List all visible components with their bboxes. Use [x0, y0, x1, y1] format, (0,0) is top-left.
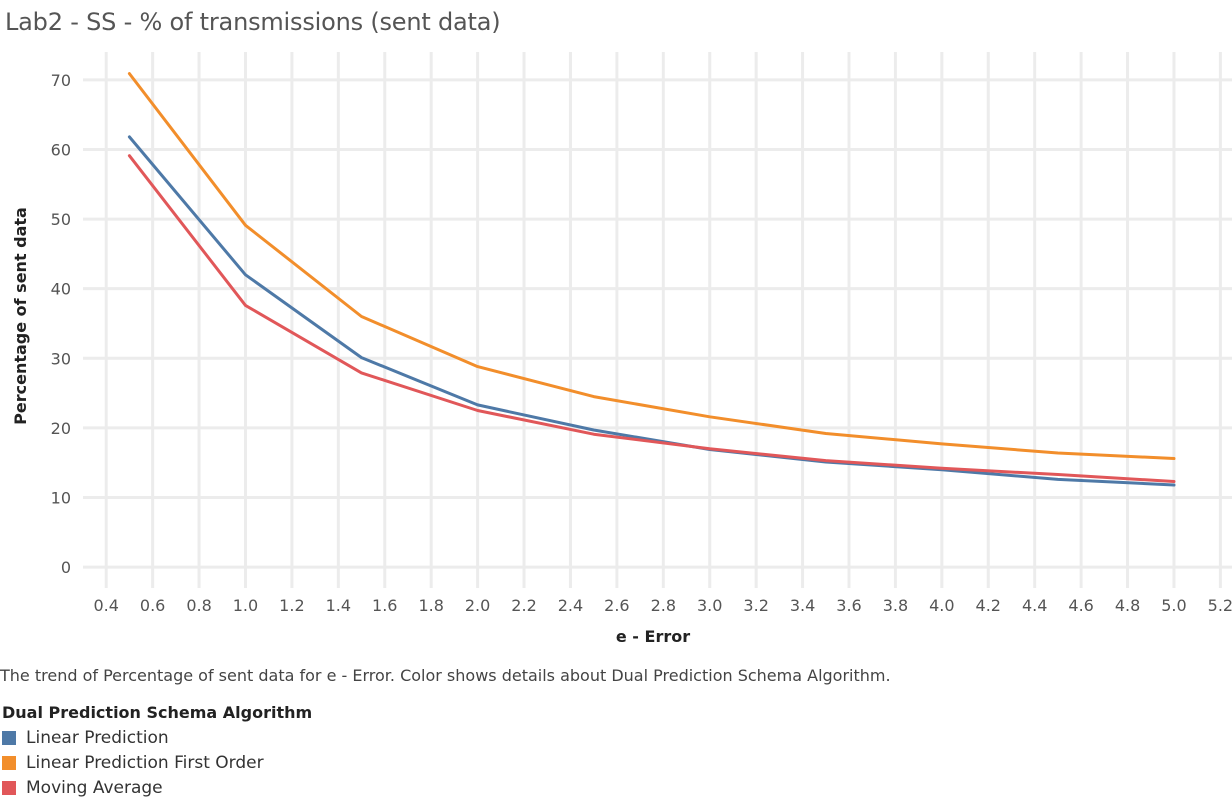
x-tick-label: 3.0 [697, 596, 722, 615]
grid [83, 52, 1232, 588]
x-tick-label: 3.6 [836, 596, 861, 615]
legend-label: Moving Average [26, 777, 163, 798]
series-line-moving-average [127, 154, 1176, 483]
x-tick-label: 0.8 [186, 596, 211, 615]
legend-swatch [2, 755, 16, 770]
legend-swatch [2, 780, 16, 795]
y-tick-label: 50 [51, 210, 71, 229]
y-tick-label: 0 [61, 558, 71, 577]
y-axis-label: Percentage of sent data [11, 207, 30, 425]
x-tick-label: 3.8 [883, 596, 908, 615]
x-axis-label: e - Error [616, 627, 690, 646]
x-tick-label: 2.2 [511, 596, 536, 615]
series-lines [127, 72, 1176, 487]
legend: Dual Prediction Schema Algorithm Linear … [2, 703, 312, 800]
x-tick-label: 1.8 [418, 596, 443, 615]
series-line-linear-prediction-first-order [127, 72, 1176, 460]
x-tick-label: 3.4 [790, 596, 815, 615]
line-chart: 0 10 20 30 40 50 60 70 0.4 0.6 0.8 1.0 1.2 1.4 1.6 1.8… [11, 52, 1232, 646]
x-tick-label: 1.2 [279, 596, 304, 615]
x-tick-label: 4.0 [929, 596, 954, 615]
x-tick-label: 4.6 [1068, 596, 1093, 615]
x-tick-label: 4.4 [1022, 596, 1047, 615]
legend-label: Linear Prediction First Order [26, 752, 264, 773]
x-tick-label: 2.0 [465, 596, 490, 615]
legend-label: Linear Prediction [26, 727, 169, 748]
y-tick-label: 70 [51, 71, 71, 90]
chart-title: Lab2 - SS - % of transmissions (sent dat… [5, 8, 501, 36]
legend-items: Linear Prediction Linear Prediction First… [2, 725, 312, 800]
series-line-linear-prediction [127, 135, 1176, 487]
x-tick-label: 4.8 [1115, 596, 1140, 615]
x-axis-ticks: 0.4 0.6 0.8 1.0 1.2 1.4 1.6 1.8 2.0 2.2 2.4 2.6 2.8 3… [93, 596, 1232, 615]
x-tick-label: 3.2 [743, 596, 768, 615]
y-tick-label: 30 [51, 349, 71, 368]
x-tick-label: 0.6 [140, 596, 165, 615]
x-tick-label: 4.2 [976, 596, 1001, 615]
x-tick-label: 1.4 [326, 596, 351, 615]
y-tick-label: 20 [51, 419, 71, 438]
legend-item: Linear Prediction First Order [2, 750, 312, 775]
x-tick-label: 1.6 [372, 596, 397, 615]
x-tick-label: 0.4 [93, 596, 118, 615]
x-tick-label: 2.4 [558, 596, 583, 615]
legend-item: Linear Prediction [2, 725, 312, 750]
legend-title: Dual Prediction Schema Algorithm [2, 703, 313, 722]
y-axis-ticks: 0 10 20 30 40 50 60 70 [51, 71, 71, 577]
y-tick-label: 10 [51, 489, 71, 508]
y-tick-label: 40 [51, 280, 71, 299]
x-tick-label: 5.2 [1208, 596, 1232, 615]
y-tick-label: 60 [51, 140, 71, 159]
chart-caption: The trend of Percentage of sent data for… [0, 666, 891, 685]
legend-item: Moving Average [2, 775, 312, 800]
x-tick-label: 2.6 [604, 596, 629, 615]
x-tick-label: 1.0 [233, 596, 258, 615]
x-tick-label: 5.0 [1161, 596, 1186, 615]
legend-swatch [2, 730, 16, 745]
x-tick-label: 2.8 [651, 596, 676, 615]
